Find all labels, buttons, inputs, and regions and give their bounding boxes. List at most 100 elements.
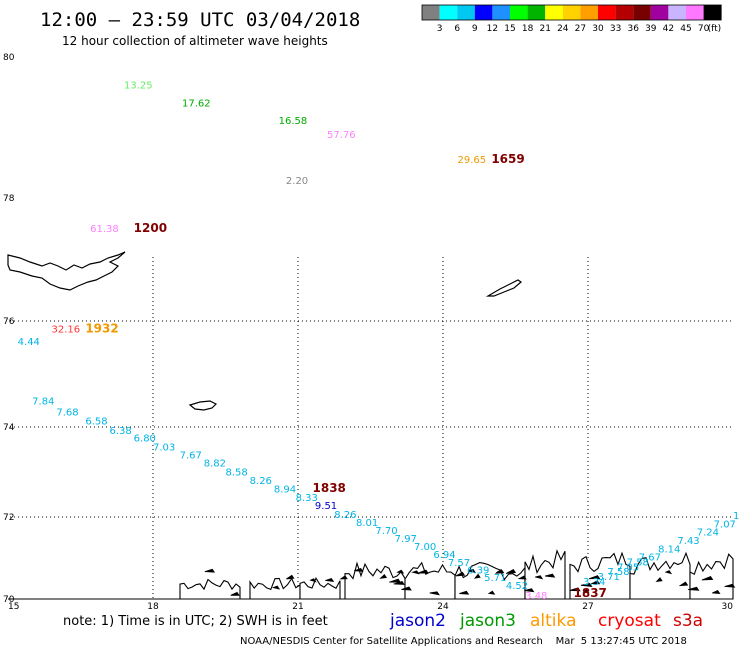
svalbard-coast xyxy=(7,251,126,291)
wave-height-label: 8.94 xyxy=(274,485,296,496)
wave-height-label: 8.26 xyxy=(334,510,356,521)
coastal-island xyxy=(325,577,335,582)
wave-height-label: 6.58 xyxy=(85,416,107,427)
wave-height-label: 9.51 xyxy=(315,501,337,512)
wave-height-label: 7.07 xyxy=(714,519,736,530)
longitude-tick-label: 18 xyxy=(147,602,159,612)
legend-tick-label: 6 xyxy=(454,24,460,34)
coastal-island xyxy=(588,575,601,580)
legend-swatch xyxy=(527,5,546,20)
wave-height-label: 7.24 xyxy=(697,527,719,538)
coastal-island xyxy=(455,571,466,577)
legend-swatch xyxy=(703,5,722,20)
wave-height-label: 6.39 xyxy=(467,566,489,577)
wave-height-label: 2.20 xyxy=(286,176,308,187)
norway-coast-segment xyxy=(689,553,734,600)
longitude-tick-label: 30 xyxy=(722,602,734,612)
wave-height-label: 1 xyxy=(733,511,739,522)
legend-tick-label: 39 xyxy=(645,24,657,34)
wave-height-labels: 13.2517.6216.5857.7629.652.2061.3832.164… xyxy=(18,81,740,602)
legend-tick-label: 3 xyxy=(437,24,443,34)
wave-height-label: 4.44 xyxy=(18,337,40,348)
satellite-name-s3a: s3a xyxy=(673,611,703,631)
wave-height-label: 8.14 xyxy=(658,544,680,555)
satellite-legend: jason2 jason3 altika cryosat s3a xyxy=(389,611,703,631)
wave-height-label: 8.82 xyxy=(204,459,226,470)
latitude-tick-label: 74 xyxy=(3,423,15,433)
pass-time-label: 1837 xyxy=(574,586,607,600)
legend-swatch xyxy=(668,5,686,20)
coastal-island xyxy=(411,570,420,575)
coastal-island xyxy=(569,587,581,592)
satellite-name-jason3: jason3 xyxy=(459,611,516,631)
credit-line: NOAA/NESDIS Center for Satellite Applica… xyxy=(240,636,687,647)
wave-height-label: 6.94 xyxy=(433,550,455,561)
graticule xyxy=(10,257,733,599)
wave-height-label: 7.67 xyxy=(180,451,202,462)
wave-height-label: 57.76 xyxy=(327,130,356,141)
coastal-island xyxy=(712,590,721,594)
legend-border xyxy=(421,4,722,21)
wave-height-label: 29.65 xyxy=(458,155,487,166)
legend-unit: (ft) xyxy=(708,24,722,34)
wave-height-label: 7.00 xyxy=(414,542,436,553)
coastal-island xyxy=(379,573,388,579)
coastal-island xyxy=(724,583,736,588)
wave-height-label: 7.97 xyxy=(395,534,417,545)
wave-height-label: 17.62 xyxy=(182,98,211,109)
coastal-island xyxy=(389,578,401,583)
wave-height-label: 8.26 xyxy=(250,476,272,487)
legend-tick-label: 21 xyxy=(539,24,550,34)
legend-tick-label: 27 xyxy=(575,24,586,34)
longitude-tick-label: 15 xyxy=(8,602,19,612)
pass-time-labels: 1200 1659 1932 1838 1837 xyxy=(85,152,607,600)
map-subtitle: 12 hour collection of altimeter wave hei… xyxy=(62,34,328,48)
coastal-island xyxy=(655,577,663,583)
legend-swatch xyxy=(492,5,510,20)
coastal-island xyxy=(517,575,527,580)
latitude-tick-label: 80 xyxy=(3,53,15,63)
wave-height-label: 3.71 xyxy=(598,572,620,583)
wave-height-label: 7.58 xyxy=(607,567,629,578)
coastal-island xyxy=(429,591,440,596)
coastal-island xyxy=(494,569,505,574)
coastal-island xyxy=(582,588,590,593)
satellite-name-jason2: jason2 xyxy=(389,611,446,631)
legend-tick-label: 15 xyxy=(504,24,515,34)
coastal-island xyxy=(467,568,476,573)
legend-tick-label: 18 xyxy=(522,24,534,34)
wave-height-label: 3.34 xyxy=(583,577,605,588)
legend-swatch xyxy=(457,5,475,20)
wave-height-label: 6.38 xyxy=(110,426,132,437)
wave-height-label: 7.03 xyxy=(153,442,175,453)
longitude-tick-label: 27 xyxy=(582,602,593,612)
map-title: 12:00 — 23:59 UTC 03/04/2018 xyxy=(40,9,360,31)
coastal-island xyxy=(701,576,714,581)
footer-note: note: 1) Time is in UTC; 2) SWH is in fe… xyxy=(63,614,328,629)
coastal-island xyxy=(271,585,281,590)
latitude-tick-labels: 80 78 76 74 72 70 xyxy=(3,53,15,605)
wave-height-label: 6.80 xyxy=(134,433,156,444)
pass-time-label: 1838 xyxy=(313,481,346,495)
coastline-layer xyxy=(7,251,522,411)
latitude-tick-label: 76 xyxy=(3,317,15,327)
legend-swatch xyxy=(598,5,616,20)
coastal-island xyxy=(354,567,364,572)
legend-swatch xyxy=(439,5,458,20)
color-scale-legend: 3 6 9 12 15 18 21 24 27 30 33 36 39 42 45 70(ft) xyxy=(421,4,722,34)
wave-height-label: 32.16 xyxy=(52,325,81,336)
pass-time-label: 1659 xyxy=(491,152,524,166)
wave-height-label: 7.68 xyxy=(56,407,78,418)
wave-height-label: 13.25 xyxy=(124,81,153,92)
legend-tick-label: 24 xyxy=(557,24,569,34)
coastal-island xyxy=(339,575,348,580)
norway-coast-segment xyxy=(299,576,341,600)
coastal-island xyxy=(524,588,535,593)
legend-tick-label: 45 xyxy=(680,24,691,34)
legend-swatch xyxy=(545,5,563,20)
norway-coast-segment xyxy=(524,549,566,600)
norway-coast-segment xyxy=(249,577,301,600)
legend-tick-label: 70 xyxy=(698,24,710,34)
coastal-island xyxy=(473,573,481,579)
